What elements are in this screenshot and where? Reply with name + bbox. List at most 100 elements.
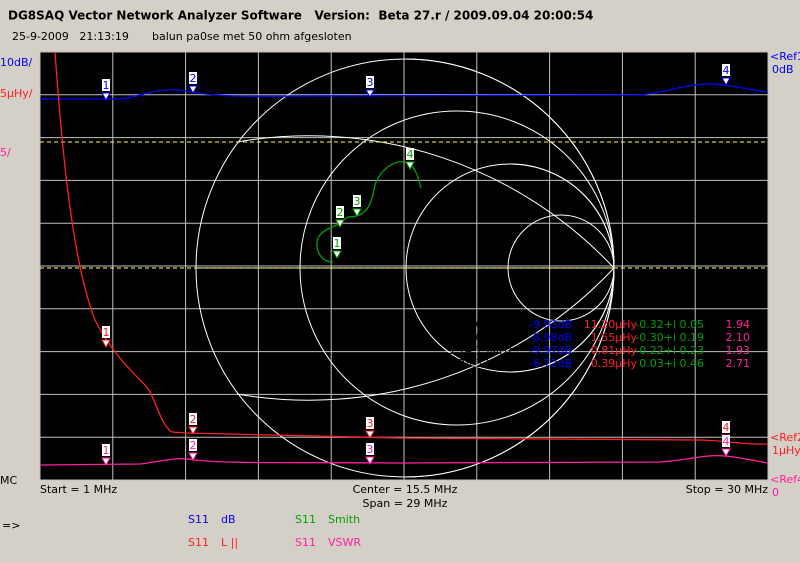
marker-label: 1: [103, 444, 110, 457]
table-cell: 28.33MHz: [458, 357, 513, 370]
table-cell: -8.98dB: [529, 331, 572, 344]
ref-value: 0dB: [772, 63, 794, 76]
table-cell: 11.20µHy: [584, 318, 638, 331]
legend: S11 dB S11 Smith S11 L || S11 VSWR: [188, 513, 361, 549]
scale-label: 5µHy/: [0, 87, 33, 100]
marker-triangle: [352, 208, 362, 218]
table-cell: 3.63MHz: [465, 318, 513, 331]
trace-inductance: [54, 51, 769, 445]
marker-label-bg: [336, 206, 344, 218]
ref-label: <Ref4: [770, 473, 800, 486]
ref-value: 0: [772, 486, 779, 499]
marker-triangle: [101, 92, 111, 102]
center-freq: Center = 15.5 MHz: [353, 483, 458, 496]
table-cell: 1:: [447, 318, 458, 331]
marker-table: 1: 3.63MHz -9.93dB 11.20µHy-0.32+i 0.05 1.94…: [447, 318, 750, 370]
marker-triangle: [188, 85, 198, 95]
marker-label-bg: [353, 195, 361, 207]
marker-label-bg: [722, 421, 730, 433]
table-cell: -6.72dB: [529, 357, 572, 370]
marker-label-bg: [333, 237, 341, 249]
marker-label-bg: [366, 417, 374, 429]
marker-triangle: [332, 250, 342, 260]
marker-label-bg: [189, 439, 197, 451]
marker-label-bg: [722, 64, 730, 76]
legend-format[interactable]: Smith: [328, 513, 360, 526]
ref-value: 1µHy: [772, 444, 800, 457]
legend-format[interactable]: L ||: [221, 536, 238, 549]
scale-label: 10dB/: [0, 56, 33, 69]
table-cell: 0.81µHy: [591, 344, 638, 357]
marker-label: 2: [190, 72, 197, 85]
marker-label: 1: [103, 326, 110, 339]
marker-label-bg: [102, 79, 110, 91]
table-cell: 1.93: [726, 344, 751, 357]
marker-triangle: [335, 219, 345, 229]
marker-triangle: [101, 457, 111, 467]
ref-label: <Ref2: [770, 431, 800, 444]
marker-label: 3: [367, 417, 374, 430]
marker-triangle: [188, 452, 198, 462]
marker-label: 2: [190, 413, 197, 426]
marker-triangle: [405, 161, 415, 171]
marker-label: 1: [103, 79, 110, 92]
marker-label-bg: [189, 72, 197, 84]
table-cell: -9.93dB: [529, 318, 572, 331]
table-cell: 7.09MHz: [465, 331, 513, 344]
table-cell: 2.10: [726, 331, 751, 344]
marker-triangle: [721, 448, 731, 458]
marker-label-bg: [406, 148, 414, 160]
app-title: DG8SAQ Vector Network Analyzer Software …: [8, 9, 593, 23]
marker-label: 4: [723, 64, 730, 77]
timestamp: 25-9-2009 21:13:19: [12, 30, 129, 43]
legend-param[interactable]: S11: [188, 513, 209, 526]
legend-param[interactable]: S11: [295, 536, 316, 549]
marker-label: 2: [190, 439, 197, 452]
scale-label: MC: [0, 474, 17, 487]
marker-label: 4: [723, 435, 730, 448]
scale-label: 5/: [0, 146, 11, 159]
span: Span = 29 MHz: [363, 497, 448, 510]
legend-format[interactable]: VSWR: [328, 536, 361, 549]
table-cell: 1.94: [726, 318, 751, 331]
stop-freq: Stop = 30 MHz: [686, 483, 768, 496]
trace-db: [40, 83, 769, 100]
marker-label: 1: [334, 237, 341, 250]
legend-format[interactable]: dB: [221, 513, 236, 526]
marker-label: 3: [367, 443, 374, 456]
marker-triangle: [188, 426, 198, 436]
arrow: =>: [2, 519, 20, 532]
legend-param[interactable]: S11: [295, 513, 316, 526]
marker-triangle: [365, 430, 375, 440]
marker-label: 4: [407, 148, 414, 161]
marker-label-bg: [102, 326, 110, 338]
table-cell: -0.30+i 0.19: [635, 331, 704, 344]
table-cell: 0.39µHy: [591, 357, 638, 370]
marker-triangle: [101, 339, 111, 349]
legend-param[interactable]: S11: [188, 536, 209, 549]
table-cell: 1.55µHy: [591, 331, 638, 344]
marker-label-bg: [722, 435, 730, 447]
marker-label: 4: [723, 421, 730, 434]
description: balun pa0se met 50 ohm afgesloten: [152, 30, 352, 43]
table-cell: 4:: [447, 357, 458, 370]
marker-label: 3: [367, 76, 374, 89]
table-cell: -0.32+i 0.05: [635, 318, 704, 331]
trace-vswr: [39, 454, 769, 466]
start-freq: Start = 1 MHz: [40, 483, 117, 496]
table-cell: 2:: [447, 331, 458, 344]
table-cell: 0.03+i 0.46: [639, 357, 704, 370]
table-cell: -0.22+i 0.23: [635, 344, 704, 357]
grid: [39, 51, 769, 481]
marker-label: 3: [354, 195, 361, 208]
marker-triangle: [365, 456, 375, 466]
marker-label-bg: [366, 76, 374, 88]
marker-label-bg: [366, 443, 374, 455]
marker-label: 2: [337, 206, 344, 219]
marker-triangle: [721, 77, 731, 87]
table-cell: -9.97dB: [529, 344, 572, 357]
marker-triangle: [365, 89, 375, 99]
marker-label-bg: [102, 444, 110, 456]
